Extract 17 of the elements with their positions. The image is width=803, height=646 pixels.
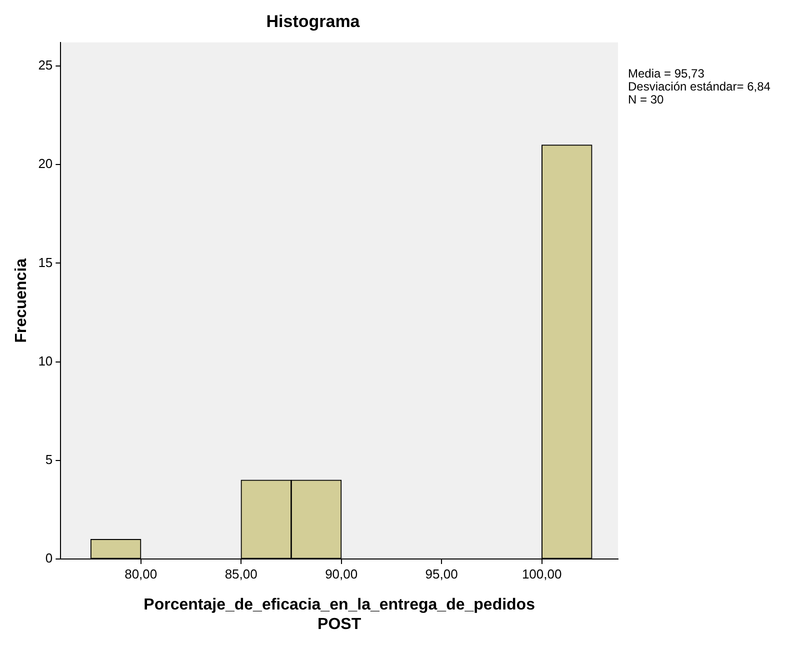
x-axis-title: Porcentaje_de_eficacia_en_la_entrega_de_pedidos POST bbox=[144, 596, 536, 633]
x-tick-label: 90,00 bbox=[325, 566, 358, 582]
x-tick-label: 95,00 bbox=[425, 566, 458, 582]
text: Media = 95,73 bbox=[628, 66, 705, 81]
x-tick-label: 85,00 bbox=[224, 566, 258, 582]
text: Desviación estándar= 6,84 bbox=[628, 80, 771, 94]
y-tick-label: 25 bbox=[38, 58, 53, 73]
y-tick-label: 5 bbox=[45, 452, 53, 467]
y-tick-label: 15 bbox=[38, 254, 53, 270]
y-tick-label: 20 bbox=[38, 156, 53, 172]
chart-title: Histograma bbox=[266, 12, 360, 31]
text: N = 30 bbox=[628, 92, 664, 107]
y-axis-title: Frecuencia bbox=[13, 258, 30, 343]
x-tick-label: 80,00 bbox=[124, 566, 158, 582]
x-tick-label: 100,00 bbox=[522, 566, 562, 582]
y-tick-label: 10 bbox=[38, 353, 53, 368]
y-tick-label: 0 bbox=[45, 550, 53, 566]
